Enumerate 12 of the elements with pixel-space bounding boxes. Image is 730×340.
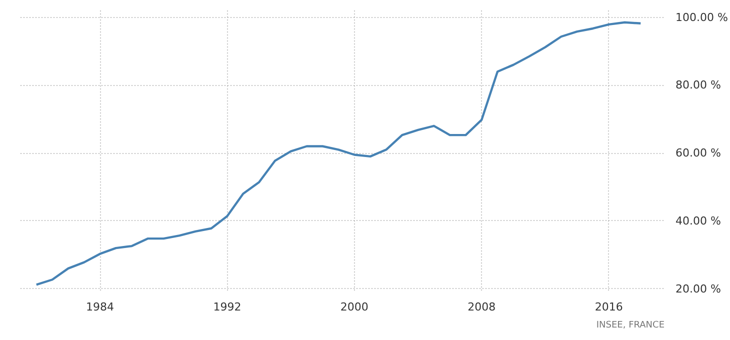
y-tick-label: 20.00 % [676,282,721,296]
line-series [35,21,642,286]
x-tick-label: 2000 [340,300,368,314]
text: INSEE, FRANCE [596,320,665,330]
y-tick-label: 40.00 % [676,214,721,228]
y-tick-label: 100.00 % [676,10,728,24]
x-tick-label: 1984 [86,300,114,314]
x-tick-label: 1992 [213,300,242,314]
x-tick-label: 2008 [468,300,496,314]
x-tick-label: 2016 [594,300,623,314]
y-tick-label: 80.00 % [676,78,721,92]
y-tick-label: 60.00 % [676,146,721,160]
